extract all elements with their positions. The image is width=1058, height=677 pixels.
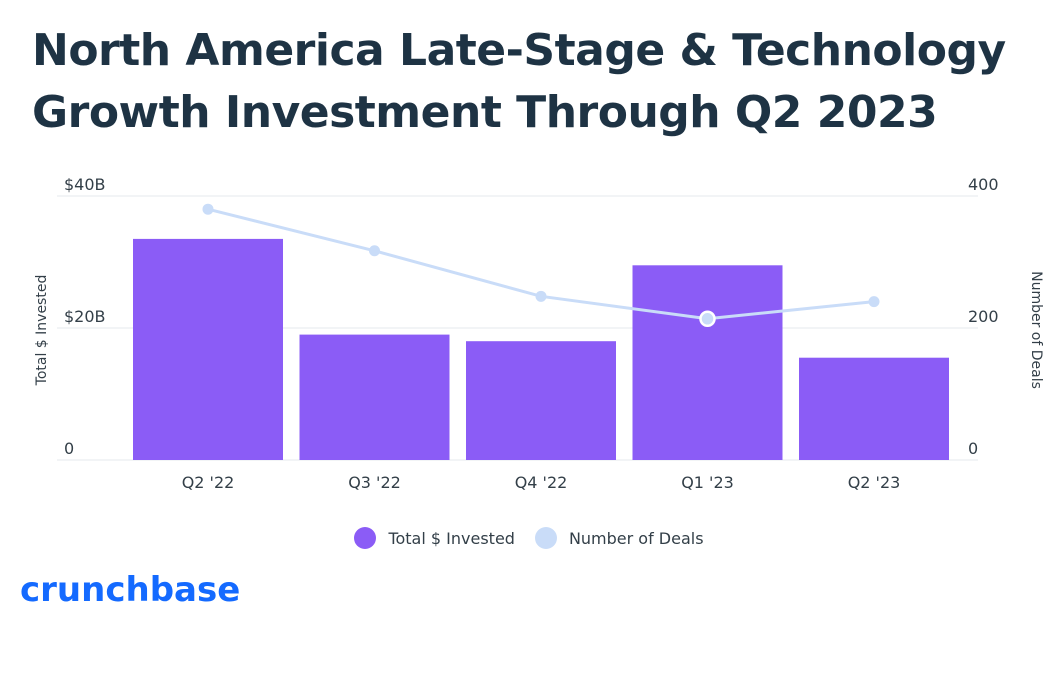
y-tick-right: 200 (968, 307, 999, 326)
bar (299, 334, 450, 460)
legend-swatch-bar-icon (354, 527, 377, 549)
y-tick-right: 0 (968, 439, 978, 458)
x-tick-label: Q4 '22 (515, 473, 568, 492)
legend-item-total-invested[interactable]: Total $ Invested (354, 527, 515, 549)
legend-swatch-line-icon (534, 527, 557, 549)
line-point (202, 203, 214, 215)
chart-area: 0 0 $20B 200 $40B 400 Q2 '22 Q3 '22 Q4 '22 Q1 '23… (34, 175, 1044, 492)
crunchbase-logo: crunchbase (20, 570, 241, 610)
y-axis-title-left: Total $ Invested (34, 275, 50, 387)
legend-label-number-of-deals: Number of Deals (568, 528, 704, 548)
bar (799, 357, 949, 460)
y-tick-left: $40B (64, 175, 106, 194)
y-axis-title-right: Number of Deals (1028, 271, 1044, 389)
legend-label-total-invested: Total $ Invested (388, 528, 515, 548)
bar (632, 265, 783, 460)
x-tick-label: Q1 '23 (681, 473, 734, 492)
bar (133, 238, 283, 460)
y-tick-right: 400 (968, 175, 999, 194)
axis-ticks: 0 0 $20B 200 $40B 400 Q2 '22 Q3 '22 Q4 '22 Q1 '23… (64, 175, 999, 492)
x-tick-label: Q3 '22 (348, 473, 401, 492)
y-tick-left: $20B (64, 307, 106, 326)
x-tick-label: Q2 '22 (182, 473, 235, 492)
y-tick-left: 0 (64, 439, 74, 458)
line-point (699, 310, 716, 328)
chart-title: North America Late-Stage & Technology Gr… (32, 20, 1032, 144)
line-point (535, 290, 547, 302)
x-tick-label: Q2 '23 (848, 473, 901, 492)
legend-item-number-of-deals[interactable]: Number of Deals (534, 527, 704, 549)
chart-title-line-2: Growth Investment Through Q2 2023 (32, 87, 938, 138)
chart-title-line-1: North America Late-Stage & Technology (32, 25, 1006, 76)
line-point (369, 245, 380, 257)
bar-series (133, 238, 949, 460)
line-series (202, 203, 880, 328)
legend: Total $ Invested Number of Deals (0, 527, 1058, 549)
line-point (868, 296, 880, 308)
bar (466, 341, 616, 460)
